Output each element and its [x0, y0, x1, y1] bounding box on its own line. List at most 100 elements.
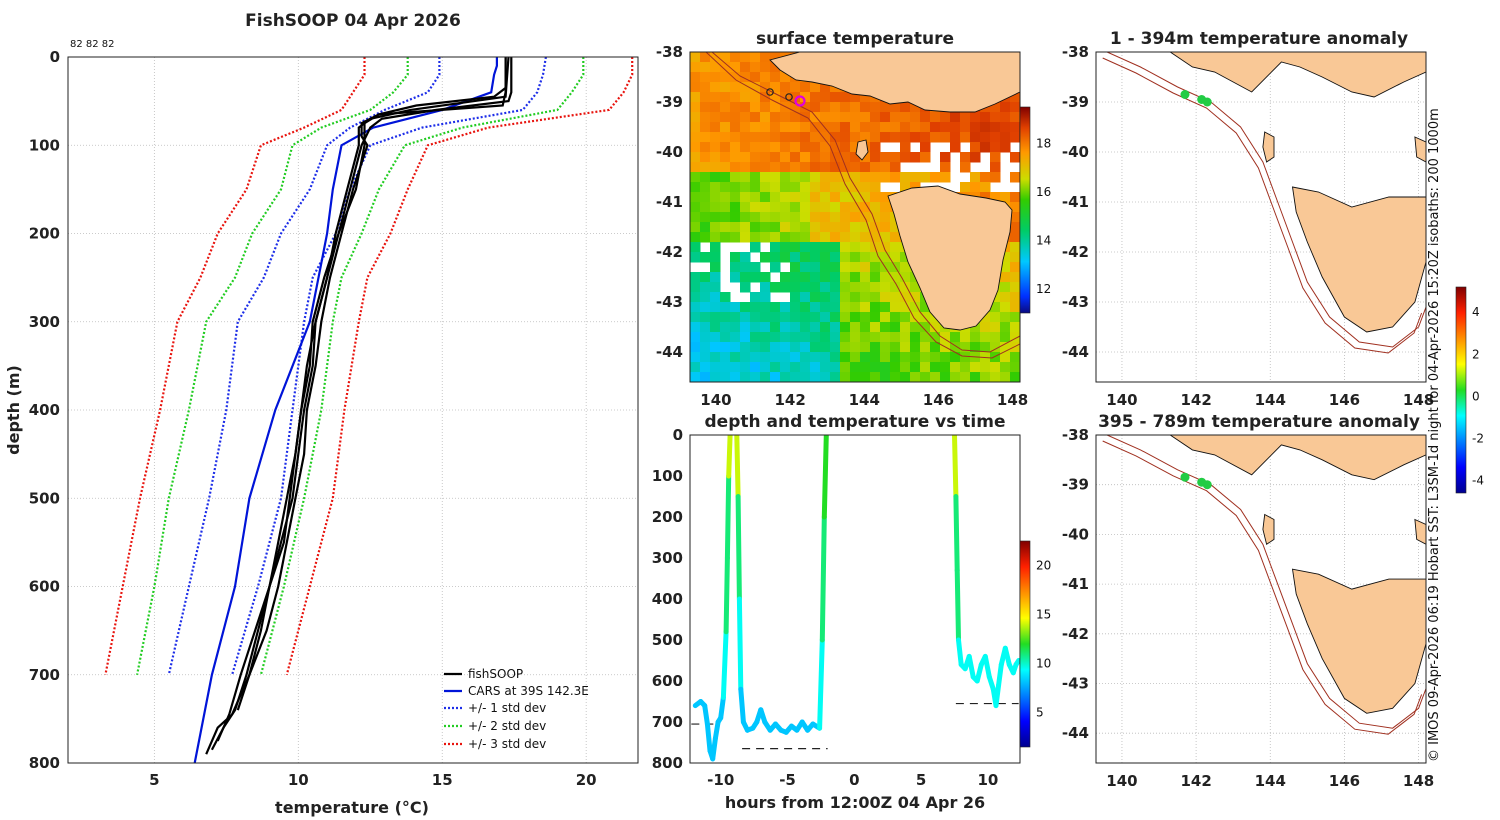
sst-cell: [790, 172, 801, 183]
sst-cell: [840, 302, 851, 313]
sst-cell: [750, 182, 761, 193]
sst-cell: [790, 152, 801, 163]
sst-cell: [990, 302, 1001, 313]
sst-cell: [770, 132, 781, 143]
sst-cell: [810, 332, 821, 343]
timeseries-xtick-label: -10: [707, 771, 734, 789]
sst-cell: [800, 322, 811, 333]
sst-cell: [760, 72, 771, 83]
sst-cell: [820, 82, 831, 93]
sst-cell: [970, 342, 981, 353]
anomaly-colorbar-tick-label: -2: [1472, 431, 1484, 445]
sst-cell: [730, 272, 741, 283]
sst-cell: [810, 192, 821, 203]
anomaly-ytick-label: -38: [1062, 43, 1089, 61]
timeseries-track-segment: [819, 514, 827, 643]
sst-panel: surface temperature 140 142 144 146 148 -38 -3…: [656, 29, 1051, 409]
sst-cell: [740, 172, 751, 183]
sst-cell: [690, 92, 701, 103]
sst-cell: [850, 162, 861, 173]
anomaly-land-victoria: [1169, 52, 1426, 98]
sst-cell: [1000, 312, 1011, 323]
anomaly-xtick-label: 140: [1106, 772, 1137, 790]
sst-cell: [920, 372, 931, 382]
sst-cell: [950, 342, 961, 353]
sst-cell: [950, 352, 961, 363]
sst-ytick-label: -43: [656, 293, 683, 311]
sst-cell: [860, 162, 871, 173]
sst-cell: [780, 242, 791, 253]
sst-cell: [980, 372, 991, 382]
sst-cell: [950, 332, 961, 343]
sst-cell: [890, 172, 901, 183]
timeseries-track-segment: [718, 694, 726, 721]
sst-cell: [920, 332, 931, 343]
sst-cell: [700, 172, 711, 183]
anomaly1-title: 1 - 394m temperature anomaly: [1110, 29, 1408, 49]
sst-cell: [860, 312, 871, 323]
sst-cell: [960, 152, 971, 163]
sst-cell: [940, 152, 951, 163]
profile-ytick-label: 300: [29, 313, 60, 331]
sst-cell: [890, 352, 901, 363]
sst-cell: [1010, 202, 1020, 213]
sst-cell: [780, 82, 791, 93]
sst-cell: [700, 302, 711, 313]
sst-cell: [860, 112, 871, 123]
sst-cell: [740, 202, 751, 213]
sst-cell: [780, 352, 791, 363]
sst-cell: [980, 322, 991, 333]
sst-cell: [860, 132, 871, 143]
sst-cell: [790, 182, 801, 193]
sst-cell: [730, 172, 741, 183]
sst-cell: [740, 372, 751, 382]
sst-cell: [760, 332, 771, 343]
sst-cell: [750, 72, 761, 83]
sst-cell: [820, 252, 831, 263]
sst-cell: [810, 172, 821, 183]
sst-cell: [760, 212, 771, 223]
sst-cell: [930, 172, 941, 183]
sst-cell: [910, 332, 921, 343]
sst-cell: [810, 102, 821, 113]
sst-cell: [720, 92, 731, 103]
sst-cell: [880, 282, 891, 293]
sst-cell: [870, 122, 881, 133]
sst-cell: [760, 322, 771, 333]
sst-cell: [920, 142, 931, 153]
sst-cell: [780, 182, 791, 193]
sst-cell: [880, 122, 891, 133]
sst-cell: [880, 362, 891, 373]
profile-ytick-label: 100: [29, 136, 60, 154]
sst-cell: [880, 172, 891, 183]
sst-cell: [810, 232, 821, 243]
anomaly-ytick-label: -42: [1062, 625, 1089, 643]
sst-cell: [990, 332, 1001, 343]
sst-cell: [830, 312, 841, 323]
sst-cell: [1010, 212, 1020, 223]
sst-cell: [810, 252, 821, 263]
sst-cell: [790, 362, 801, 373]
sst-cell: [840, 352, 851, 363]
sst-cell: [750, 212, 761, 223]
sst-cell: [840, 192, 851, 203]
sst-cell: [900, 152, 911, 163]
timeseries-track-segment: [996, 662, 1004, 688]
sst-cell: [740, 262, 751, 273]
sst-cell: [800, 252, 811, 263]
sst-cell: [800, 182, 811, 193]
sst-xtick-label: 144: [849, 391, 880, 409]
sst-cell: [830, 112, 841, 123]
sst-cell: [990, 172, 1001, 183]
sst-cell: [940, 332, 951, 343]
sst-cell: [890, 232, 901, 243]
sst-cell: [710, 202, 721, 213]
timeseries-xtick-label: -5: [779, 771, 796, 789]
sst-cell: [990, 192, 1001, 203]
sst-cell: [1010, 222, 1020, 233]
sst-cell: [740, 112, 751, 123]
sst-cell: [920, 112, 931, 123]
sst-cell: [850, 102, 861, 113]
sst-cell: [690, 282, 701, 293]
sst-cell: [800, 132, 811, 143]
